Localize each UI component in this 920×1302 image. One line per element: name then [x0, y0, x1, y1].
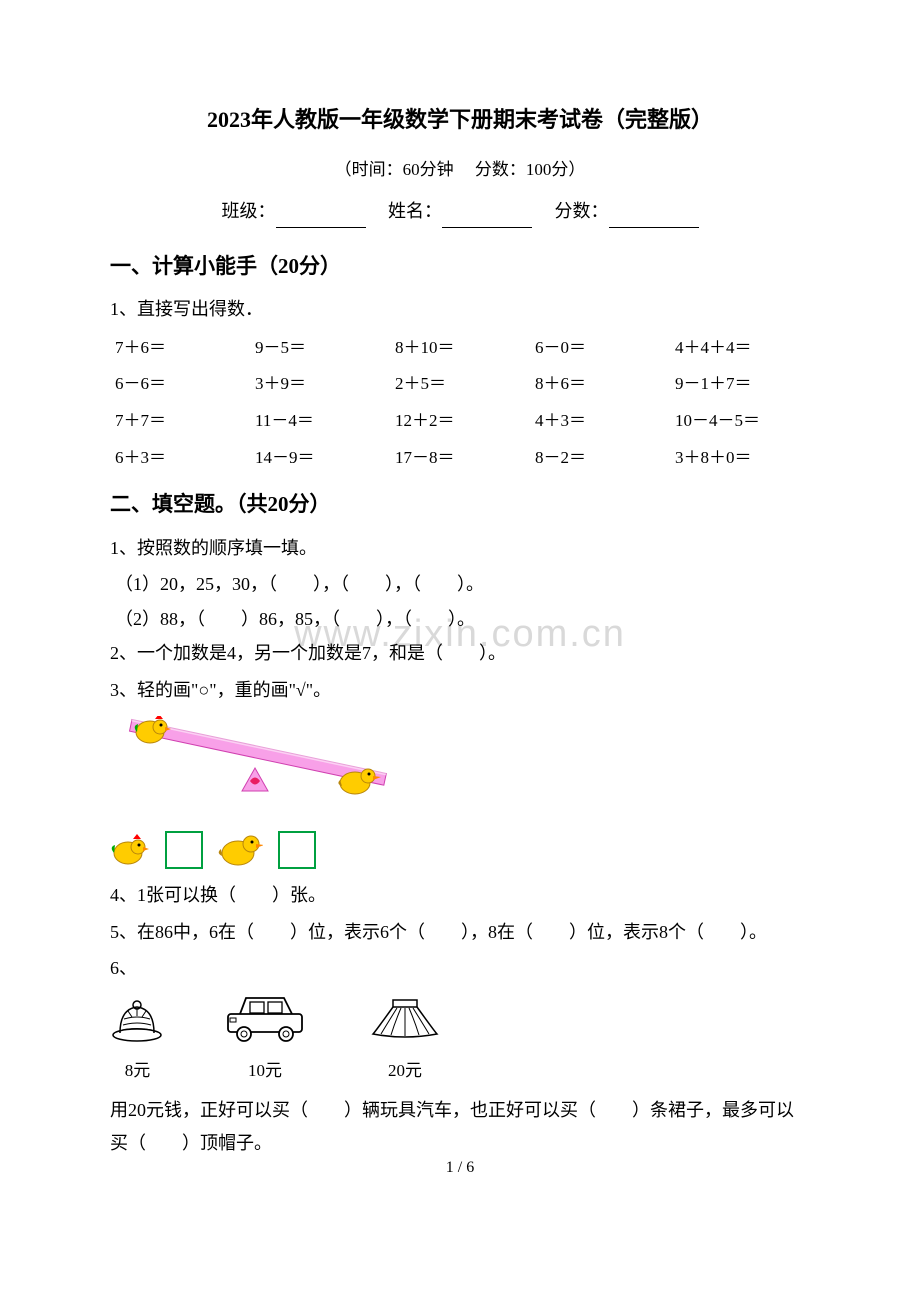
hat-item: 8元: [110, 997, 165, 1086]
calc-cell: 3＋9＝: [250, 366, 390, 403]
table-row: 7＋7＝ 11－4＝ 12＋2＝ 4＋3＝ 10－4－5＝: [110, 403, 810, 440]
s2-q1-sub1: （1）20，25，30，（ ），（ ），（ ）。: [115, 568, 810, 600]
calc-cell: 4＋4＋4＝: [670, 330, 810, 367]
section1-title: 一、计算小能手（20分）: [110, 248, 810, 286]
hat-icon: [110, 997, 165, 1042]
page-title: 2023年人教版一年级数学下册期末考试卷（完整版）: [110, 100, 810, 140]
skirt-item: 20元: [365, 994, 445, 1086]
calc-cell: 6－0＝: [530, 330, 670, 367]
skirt-icon: [365, 994, 445, 1042]
calc-table: 7＋6＝ 9－5＝ 8＋10＝ 6－0＝ 4＋4＋4＝ 6－6＝ 3＋9＝ 2＋…: [110, 330, 810, 476]
duck-icon: [218, 831, 263, 869]
student-info-line: 班级： 姓名： 分数：: [110, 195, 810, 227]
hat-price: 8元: [110, 1056, 165, 1087]
calc-cell: 9－1＋7＝: [670, 366, 810, 403]
table-row: 7＋6＝ 9－5＝ 8＋10＝ 6－0＝ 4＋4＋4＝: [110, 330, 810, 367]
items-row: 8元 10元 20元: [110, 992, 810, 1086]
s2-q1-label: 1、按照数的顺序填一填。: [110, 532, 810, 564]
class-label: 班级：: [222, 201, 276, 221]
table-row: 6＋3＝ 14－9＝ 17－8＝ 8－2＝ 3＋8＋0＝: [110, 440, 810, 477]
calc-cell: 14－9＝: [250, 440, 390, 477]
calc-cell: 17－8＝: [390, 440, 530, 477]
answer-boxes: [110, 831, 810, 869]
name-label: 姓名：: [388, 201, 442, 221]
calc-cell: 2＋5＝: [390, 366, 530, 403]
calc-cell: 8－2＝: [530, 440, 670, 477]
calc-cell: 9－5＝: [250, 330, 390, 367]
answer-box-1: [165, 831, 203, 869]
skirt-price: 20元: [365, 1056, 445, 1087]
s1-q1-label: 1、直接写出得数．: [110, 293, 810, 325]
car-icon: [220, 992, 310, 1042]
s2-q5: 5、在86中，6在（ ）位，表示6个（ ），8在（ ）位，表示8个（ ）。: [110, 916, 810, 948]
s2-q6-label: 6、: [110, 952, 810, 984]
answer-box-2: [278, 831, 316, 869]
calc-cell: 6＋3＝: [110, 440, 250, 477]
class-blank: [276, 210, 366, 228]
calc-cell: 8＋6＝: [530, 366, 670, 403]
car-item: 10元: [220, 992, 310, 1086]
calc-cell: 10－4－5＝: [670, 403, 810, 440]
seesaw-illustration: [110, 716, 810, 826]
chicken-icon: [110, 831, 150, 869]
s2-q3: 3、轻的画"○"，重的画"√"。: [110, 674, 810, 706]
calc-cell: 4＋3＝: [530, 403, 670, 440]
score-label: 分数：: [555, 201, 609, 221]
calc-cell: 8＋10＝: [390, 330, 530, 367]
s2-q2: 2、一个加数是4，另一个加数是7，和是（ ）。: [110, 637, 810, 669]
score-blank: [609, 210, 699, 228]
s2-q6-text: 用20元钱，正好可以买（ ）辆玩具汽车，也正好可以买（ ）条裙子，最多可以买（ …: [110, 1094, 810, 1159]
name-blank: [442, 210, 532, 228]
section2-title: 二、填空题。（共20分）: [110, 486, 810, 524]
calc-cell: 6－6＝: [110, 366, 250, 403]
calc-cell: 3＋8＋0＝: [670, 440, 810, 477]
s2-q4: 4、1张可以换（ ）张。: [110, 879, 810, 911]
calc-cell: 12＋2＝: [390, 403, 530, 440]
table-row: 6－6＝ 3＋9＝ 2＋5＝ 8＋6＝ 9－1＋7＝: [110, 366, 810, 403]
calc-cell: 11－4＝: [250, 403, 390, 440]
time-score-meta: （时间：60分钟 分数：100分）: [110, 155, 810, 186]
calc-cell: 7＋6＝: [110, 330, 250, 367]
calc-cell: 7＋7＝: [110, 403, 250, 440]
s2-q1-sub2: （2）88，（ ）86，85，（ ），（ ）。: [115, 603, 810, 635]
car-price: 10元: [220, 1056, 310, 1087]
